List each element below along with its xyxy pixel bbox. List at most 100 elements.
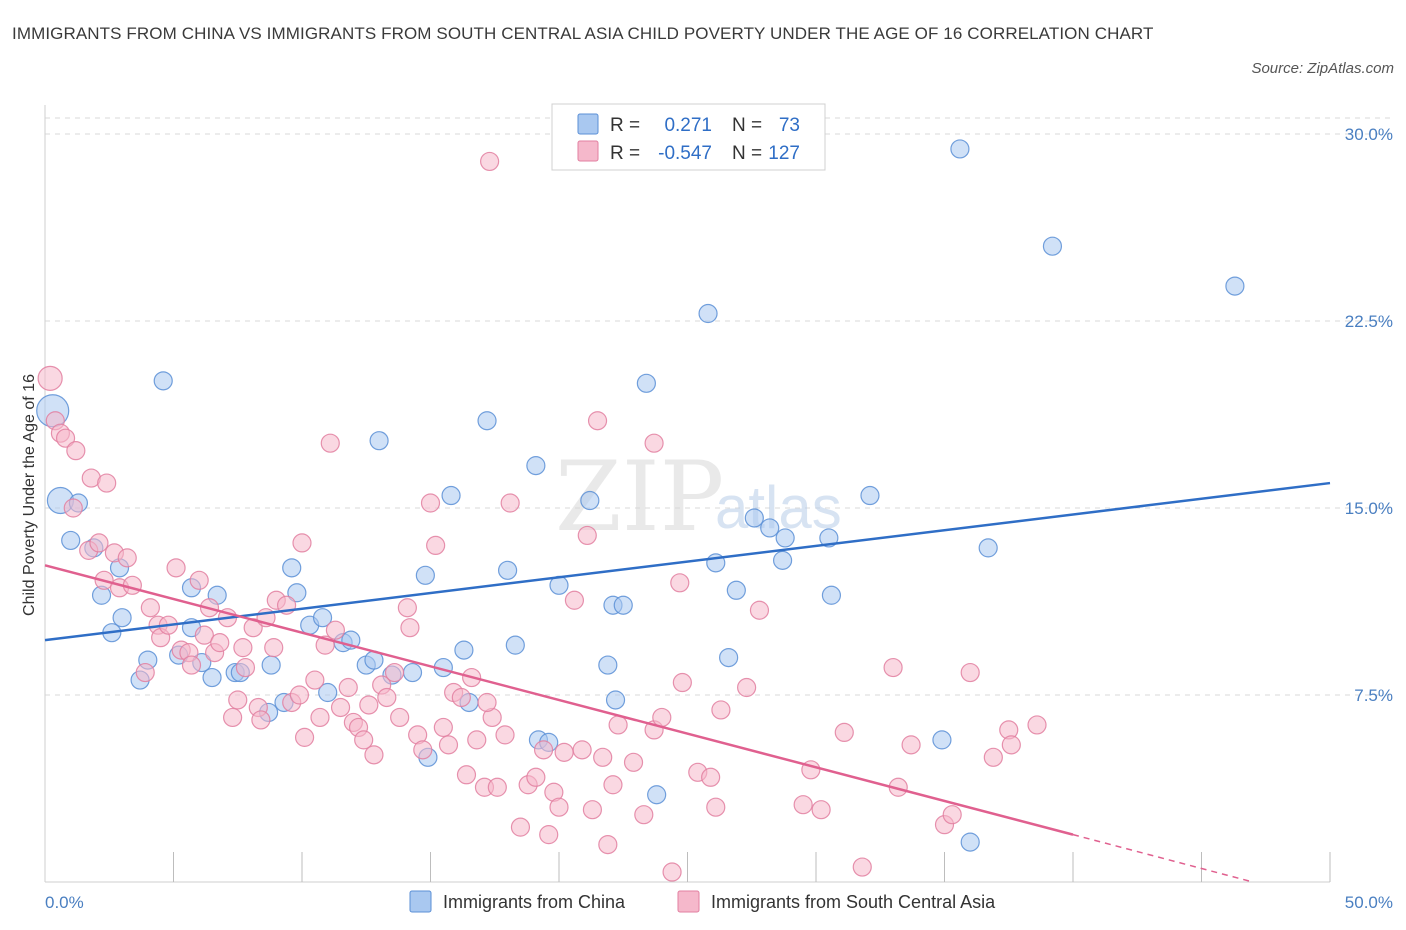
point-china — [698, 303, 718, 324]
point-sca — [354, 730, 374, 750]
point-sca — [526, 767, 546, 787]
chart-title: IMMIGRANTS FROM CHINA VS IMMIGRANTS FROM… — [12, 24, 1154, 43]
point-china — [950, 139, 970, 159]
point-sca — [292, 533, 312, 553]
y-tick-label: 15.0% — [1345, 499, 1393, 518]
point-sca — [397, 598, 417, 618]
point-sca — [310, 707, 330, 728]
point-china — [580, 490, 600, 511]
point-sca — [294, 727, 315, 747]
point-sca — [487, 777, 507, 797]
trend-lines — [44, 481, 1331, 883]
point-sca — [166, 558, 186, 578]
point-sca — [960, 662, 980, 683]
point-sca — [480, 151, 500, 172]
point-sca — [554, 742, 574, 762]
point-sca — [426, 535, 446, 556]
point-sca — [477, 692, 497, 713]
point-sca — [364, 745, 384, 765]
legend-r-value-china: 0.271 — [664, 115, 712, 136]
point-sca — [706, 797, 726, 817]
x-tick-label-max: 50.0% — [1345, 893, 1393, 912]
point-sca — [572, 740, 592, 760]
point-sca — [834, 722, 854, 743]
point-sca — [377, 687, 397, 708]
bottom-legend-label-sca: Immigrants from South Central Asia — [711, 892, 996, 912]
point-china — [441, 485, 461, 506]
point-sca — [89, 533, 109, 553]
point-sca — [582, 800, 603, 820]
point-sca — [189, 570, 209, 590]
point-sca — [749, 600, 770, 620]
point-china — [202, 667, 222, 688]
point-sca — [539, 825, 559, 845]
point-china — [415, 565, 435, 585]
series-legend: Immigrants from China Immigrants from So… — [409, 890, 996, 913]
point-sca — [983, 747, 1003, 767]
point-sca — [305, 670, 325, 690]
point-sca — [135, 662, 155, 683]
point-sca — [634, 805, 654, 825]
point-sca — [235, 657, 256, 678]
point-sca — [549, 797, 569, 817]
bottom-legend-swatch-sca — [677, 890, 700, 913]
point-china — [860, 485, 880, 506]
point-china — [498, 560, 518, 580]
point-china — [819, 528, 839, 548]
point-sca — [662, 862, 682, 882]
legend-n-value-sca: 127 — [768, 143, 800, 164]
point-china — [647, 785, 667, 805]
point-sca — [228, 690, 248, 710]
point-china — [1042, 236, 1063, 256]
point-china — [772, 550, 793, 570]
trend-line-sca-extension — [1072, 833, 1254, 883]
point-china — [318, 682, 338, 703]
point-sca — [66, 441, 86, 461]
y-tick-label: 30.0% — [1345, 125, 1393, 144]
point-sca — [140, 598, 160, 618]
legend-n-value-china: 73 — [779, 115, 800, 136]
point-sca — [233, 638, 253, 658]
point-sca — [37, 365, 63, 391]
point-sca — [793, 795, 813, 815]
point-sca — [181, 655, 202, 675]
series-china-points — [36, 139, 1245, 852]
bottom-legend-label-china: Immigrants from China — [443, 892, 626, 912]
point-sca — [644, 433, 664, 453]
point-china — [477, 411, 497, 431]
point-sca — [533, 740, 554, 760]
correlation-legend: R = 0.271 N = 73 R = -0.547 N = 127 — [551, 103, 826, 171]
point-china — [153, 371, 173, 391]
point-sca — [400, 618, 420, 638]
legend-r-label-china: R = — [610, 115, 640, 136]
legend-n-label-china: N = — [732, 115, 762, 136]
point-sca — [811, 800, 831, 820]
y-axis-label: Child Poverty Under the Age of 16 — [21, 374, 38, 616]
point-china — [1225, 276, 1245, 296]
point-china — [613, 595, 633, 615]
point-china — [932, 730, 952, 750]
point-sca — [97, 473, 117, 493]
point-china — [775, 528, 795, 548]
point-china — [369, 431, 389, 451]
series-sca-points — [37, 151, 1047, 882]
point-sca — [942, 805, 962, 825]
point-sca — [433, 717, 453, 738]
bottom-legend-swatch-china — [409, 890, 432, 913]
point-sca — [603, 775, 623, 795]
point-sca — [420, 493, 441, 513]
source-label: Source: ZipAtlas.com — [1251, 60, 1394, 77]
point-sca — [1001, 735, 1021, 755]
point-sca — [500, 493, 520, 513]
point-sca — [223, 707, 243, 728]
point-china — [636, 373, 656, 393]
point-sca — [467, 730, 487, 750]
point-sca — [251, 710, 271, 730]
point-sca — [564, 590, 585, 610]
point-sca — [413, 740, 433, 760]
point-sca — [711, 700, 731, 720]
point-china — [598, 655, 618, 675]
point-sca — [737, 677, 757, 698]
point-china — [282, 558, 302, 578]
